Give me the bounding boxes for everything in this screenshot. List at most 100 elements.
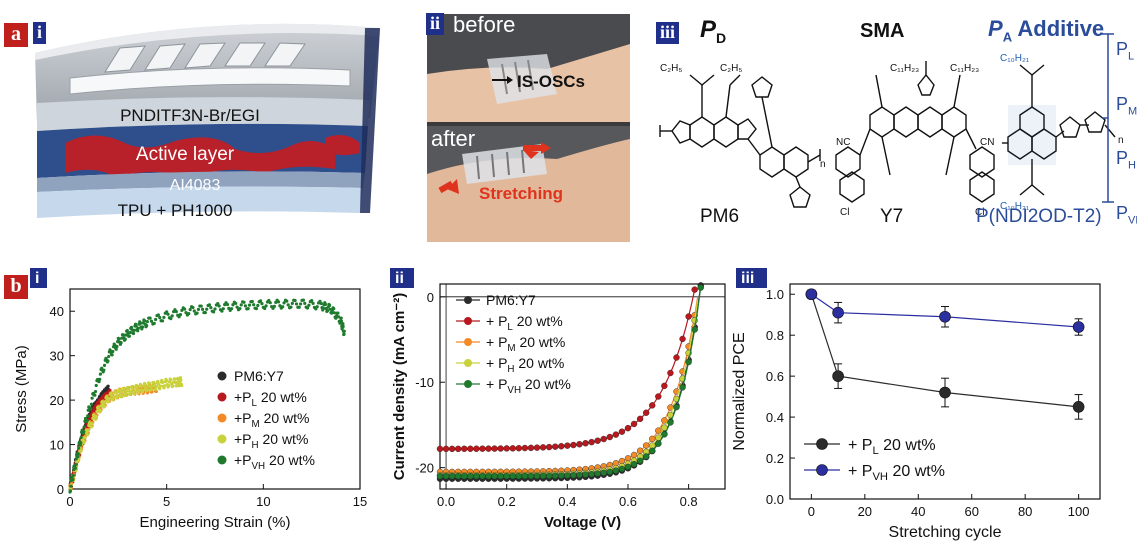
data-point — [123, 337, 127, 341]
x-tick-label: 100 — [1068, 504, 1090, 519]
data-point — [141, 388, 145, 392]
jv-point — [576, 441, 583, 448]
jv-point — [655, 393, 662, 400]
jv-point — [503, 445, 510, 452]
data-point — [234, 301, 238, 305]
data-point — [93, 417, 98, 421]
data-point — [341, 324, 345, 329]
y-tick-label: 0.2 — [766, 451, 784, 466]
data-point — [137, 388, 141, 393]
data-point — [276, 300, 281, 304]
jv-point — [509, 445, 516, 452]
data-point — [307, 303, 311, 307]
data-point — [293, 298, 297, 303]
y-axis-label: Stress (MPa) — [13, 345, 30, 433]
data-point — [180, 383, 184, 388]
jv-point — [612, 431, 620, 438]
data-point — [328, 303, 332, 308]
data-point — [119, 340, 123, 345]
data-point — [142, 319, 147, 323]
data-point — [171, 384, 175, 388]
data-point — [128, 330, 132, 335]
data-point — [207, 303, 212, 307]
data-point — [156, 382, 160, 386]
data-point — [212, 310, 216, 314]
data-point — [165, 379, 169, 383]
pa-series-list: PL PM PH PVH — [1116, 26, 1137, 244]
svg-text:C₁₁H₂₃: C₁₁H₂₃ — [890, 63, 919, 74]
layer-label-active: Active layer — [136, 144, 235, 165]
x-tick-label: 0.4 — [558, 494, 576, 509]
data-point — [167, 384, 171, 388]
data-point — [98, 408, 102, 413]
data-point — [243, 304, 247, 308]
data-point — [76, 455, 80, 459]
x-tick-label: 40 — [911, 504, 925, 519]
x-tick-label: 0.2 — [498, 494, 516, 509]
jv-point — [624, 424, 632, 432]
pa-series-pvh: PVH — [1116, 202, 1137, 227]
pce-point — [832, 306, 844, 319]
data-point — [98, 377, 102, 381]
x-tick-label: 0 — [66, 494, 73, 509]
data-point — [131, 331, 136, 336]
y-tick-label: 0 — [57, 482, 64, 497]
data-point — [90, 421, 94, 426]
jv-point — [564, 472, 571, 479]
jv-point — [697, 284, 704, 291]
arm-photos — [427, 14, 630, 242]
data-point — [156, 313, 160, 317]
jv-point — [558, 443, 565, 450]
data-point — [116, 394, 120, 398]
data-point — [272, 304, 276, 308]
data-point — [89, 406, 93, 411]
jv-point — [539, 472, 547, 480]
data-point — [156, 379, 160, 384]
y-axis-label: Current density (mA cm⁻²) — [391, 293, 408, 480]
jv-point — [624, 463, 632, 471]
data-point — [102, 404, 107, 408]
y-tick-label: 10 — [50, 438, 64, 453]
plot-frame — [789, 283, 1101, 500]
data-point — [239, 303, 243, 307]
legend-label: + PH 20 wt% — [486, 355, 564, 375]
data-point — [147, 381, 152, 385]
jv-point — [582, 440, 589, 447]
jv-point — [436, 445, 444, 453]
legend-label: PM6:Y7 — [486, 292, 536, 308]
data-point — [341, 322, 345, 326]
y-tick-label: 0.4 — [766, 410, 784, 425]
legend-label: + PVH 20 wt% — [486, 376, 571, 396]
jv-point — [576, 471, 583, 479]
data-point — [90, 396, 94, 400]
data-point — [115, 344, 119, 349]
jv-point — [691, 286, 698, 293]
svg-text:Cl: Cl — [840, 207, 849, 218]
data-point — [247, 303, 252, 307]
y-axis-label: Normalized PCE — [731, 332, 748, 450]
roman-label: i — [35, 270, 39, 287]
data-point — [121, 333, 125, 337]
data-point — [278, 304, 282, 308]
roman-badge — [390, 268, 414, 288]
svg-text:C₂H₅: C₂H₅ — [720, 63, 742, 74]
data-point — [162, 384, 167, 388]
data-point — [160, 380, 165, 385]
data-point — [120, 393, 124, 397]
data-point — [216, 302, 220, 306]
pce-point — [805, 288, 818, 301]
data-point — [213, 307, 217, 311]
legend-label: +PVH 20 wt% — [234, 452, 315, 472]
svg-text:Cl: Cl — [975, 207, 984, 218]
data-point — [169, 378, 173, 382]
pce-line — [811, 293, 1079, 328]
data-point — [93, 393, 97, 397]
pce-point — [939, 386, 951, 399]
panel-a-ii-roman: ii — [426, 13, 445, 35]
data-point — [143, 382, 147, 387]
jv-point — [448, 472, 456, 480]
y-tick-label: 0.0 — [766, 492, 784, 507]
jv-point — [558, 472, 565, 479]
jv-point — [618, 428, 626, 435]
stretching-label: Stretching — [479, 184, 564, 203]
